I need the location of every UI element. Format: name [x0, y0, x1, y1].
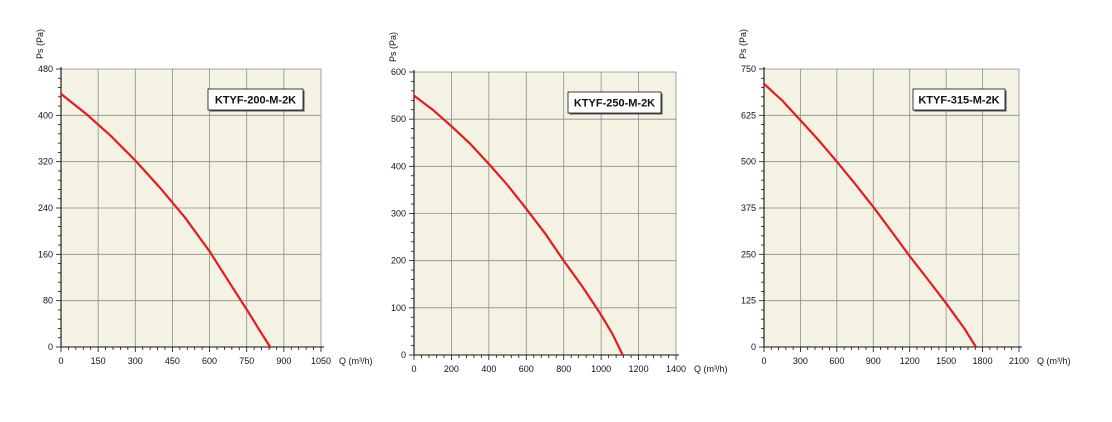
y-tick-label: 600	[391, 67, 406, 77]
x-tick-label: 750	[239, 356, 254, 366]
model-label: KTYF-200-M-2K	[215, 95, 296, 107]
x-axis-label: Q (m³/h)	[694, 364, 728, 374]
x-tick-label: 400	[481, 364, 496, 374]
y-tick-label: 625	[741, 110, 756, 120]
y-tick-label: 250	[741, 249, 756, 259]
x-tick-label: 0	[761, 356, 766, 366]
y-tick-label: 0	[401, 350, 406, 360]
performance-curve	[412, 94, 624, 357]
x-tick-label: 1200	[900, 356, 920, 366]
model-label-box	[207, 88, 304, 111]
x-tick-label: 900	[866, 356, 881, 366]
x-tick-label: 600	[202, 356, 217, 366]
y-tick-label: 80	[43, 296, 53, 306]
y-tick-label: 0	[751, 342, 756, 352]
y-tick-label: 480	[38, 64, 53, 74]
x-tick-label: 450	[165, 356, 180, 366]
y-tick-label: 320	[38, 157, 53, 167]
y-tick-label: 160	[38, 249, 53, 259]
y-tick-label: 400	[391, 161, 406, 171]
model-label: KTYF-315-M-2K	[918, 95, 999, 107]
y-tick-label: 100	[391, 303, 406, 313]
y-tick-label: 500	[741, 157, 756, 167]
x-tick-label: 1400	[666, 364, 686, 374]
y-axis-label: Ps (Pa)	[738, 29, 748, 59]
model-label: KTYF-250-M-2K	[574, 98, 655, 110]
x-tick-label: 1050	[311, 356, 331, 366]
x-tick-label: 800	[556, 364, 571, 374]
y-tick-label: 0	[48, 342, 53, 352]
y-axis-label: Ps (Pa)	[35, 29, 45, 59]
x-tick-label: 2100	[1009, 356, 1029, 366]
y-axis-label: Ps (Pa)	[388, 32, 398, 62]
model-label-box	[912, 88, 1006, 111]
performance-curve	[762, 82, 978, 349]
x-tick-label: 1200	[629, 364, 649, 374]
x-axis-label: Q (m³/h)	[339, 356, 373, 366]
x-tick-label: 300	[793, 356, 808, 366]
x-tick-label: 1800	[973, 356, 993, 366]
chart-1: 0 150 300 450 600 750 900 1050 0 80 160 240 320 400 48…	[35, 29, 373, 366]
x-tick-label: 900	[276, 356, 291, 366]
y-tick-label: 375	[741, 203, 756, 213]
x-axis-label: Q (m³/h)	[1037, 356, 1071, 366]
performance-curve	[59, 92, 272, 349]
chart-2: 0 200 400 600 800 1000 1200 1400 0 100 200 300 400 50…	[388, 32, 728, 374]
y-tick-label: 500	[391, 114, 406, 124]
x-tick-label: 300	[128, 356, 143, 366]
y-tick-label: 125	[741, 296, 756, 306]
model-label-box	[567, 91, 662, 114]
x-tick-label: 600	[519, 364, 534, 374]
y-tick-label: 200	[391, 256, 406, 266]
y-tick-label: 240	[38, 203, 53, 213]
x-tick-label: 0	[411, 364, 416, 374]
y-tick-label: 750	[741, 64, 756, 74]
y-tick-label: 300	[391, 209, 406, 219]
x-tick-label: 600	[829, 356, 844, 366]
x-tick-label: 0	[58, 356, 63, 366]
x-tick-label: 1000	[591, 364, 611, 374]
x-tick-label: 200	[444, 364, 459, 374]
x-tick-label: 1500	[936, 356, 956, 366]
x-tick-label: 150	[91, 356, 106, 366]
chart-3: 0 300 600 900 1200 1500 1800 2100 0 125 250 375 500 6…	[738, 29, 1071, 366]
y-tick-label: 400	[38, 110, 53, 120]
